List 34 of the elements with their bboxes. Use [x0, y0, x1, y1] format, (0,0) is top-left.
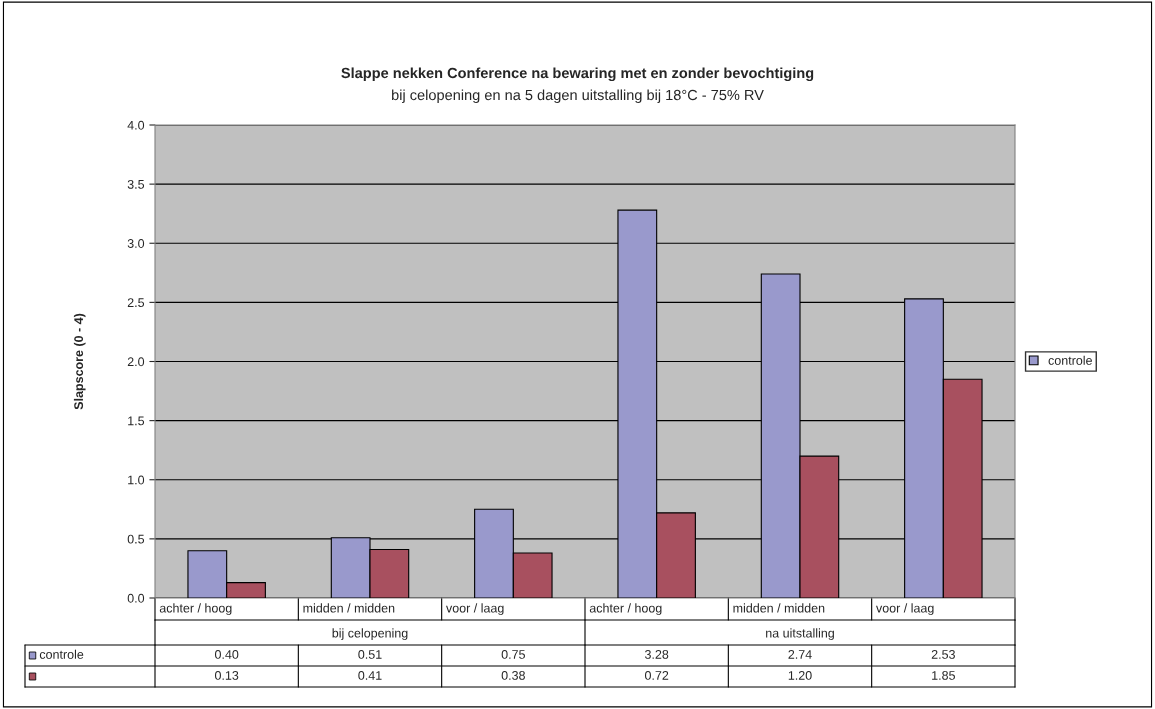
data-label: 0.51	[358, 650, 382, 659]
data-label: 0.40	[214, 650, 239, 659]
y-tick-label: 0.5	[127, 534, 145, 544]
y-tick-label: 3.5	[127, 179, 145, 189]
y-tick-label: 2.0	[127, 357, 145, 367]
y-tick-label: 3.0	[127, 239, 145, 248]
data-label: 0.38	[501, 671, 525, 680]
text: bij celopening	[332, 628, 408, 640]
y-axis-title: Slapscore (0 - 4)	[73, 313, 86, 410]
x-tick-label: achter / hoog	[589, 603, 662, 615]
text: na uitstalling	[766, 628, 834, 640]
data-label: 3.28	[644, 650, 669, 659]
y-tick-label: 0.0	[127, 593, 145, 603]
x-tick-label: midden / midden	[733, 603, 825, 613]
data-label: 1.20	[788, 671, 812, 680]
data-label: 0.13	[214, 671, 239, 680]
data-label: 0.75	[501, 650, 525, 659]
chart-subtitle: bij celopening en na 5 dagen uitstalling bij 18°C - 75% RV	[392, 89, 764, 104]
x-tick-label: voor / laag	[876, 603, 934, 615]
y-tick-label: 2.5	[127, 298, 145, 308]
legend-label: controle	[1048, 355, 1092, 365]
data-label: 0.72	[644, 671, 669, 680]
x-tick-label: midden / midden	[303, 603, 395, 613]
data-label: 0.41	[358, 671, 382, 680]
data-label: 2.74	[788, 650, 812, 659]
y-tick-label: 1.0	[128, 475, 145, 485]
text: controle	[39, 649, 84, 659]
x-tick-label: achter / hoog	[159, 603, 232, 615]
x-tick-label: voor / laag	[446, 603, 504, 615]
data-label: 2.53	[931, 650, 955, 659]
y-tick-label: 4.0	[127, 120, 145, 130]
y-tick-label: 1.5	[128, 416, 145, 426]
data-label: 1.85	[932, 671, 955, 680]
chart-title: Slappe nekken Conference na bewaring met en zonder bevochtiging	[341, 67, 814, 82]
